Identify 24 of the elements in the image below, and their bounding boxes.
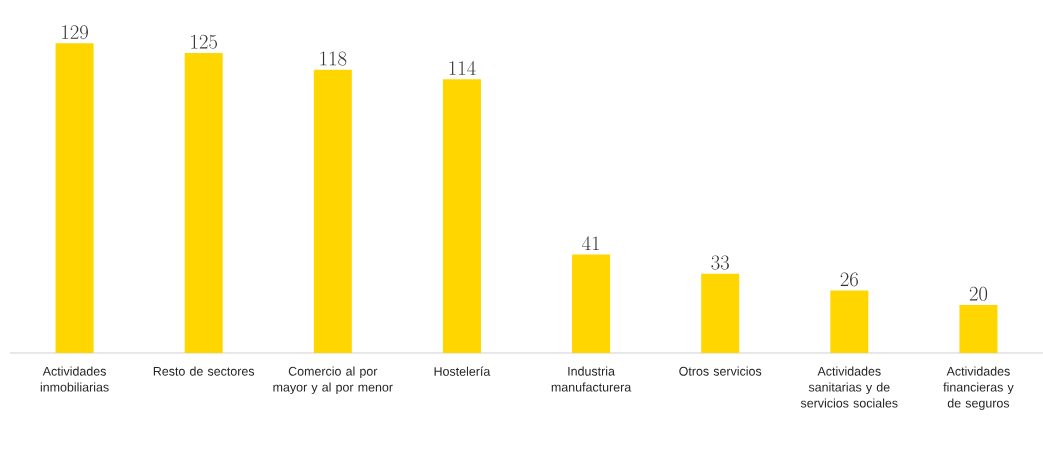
data-label: 114 <box>449 61 476 75</box>
x-tick-label: Actividades sanitarias y de servicios sociales <box>800 366 898 408</box>
bar <box>313 69 352 353</box>
bar <box>701 273 740 353</box>
bar <box>442 79 481 353</box>
x-tick-label: Industria manufacturera <box>551 366 632 392</box>
data-label: 125 <box>191 34 218 49</box>
data-label: 33 <box>711 255 729 270</box>
bar <box>830 290 869 353</box>
x-tick-label: Resto de sectores <box>153 366 255 376</box>
x-tick-label: Comercio al por mayor y al por menor <box>273 366 393 395</box>
x-tick-label: Otros servicios <box>679 366 762 376</box>
data-label: 20 <box>969 286 988 301</box>
x-tick-label: Hostelería <box>434 366 491 376</box>
bar <box>184 52 223 353</box>
bar <box>959 304 998 353</box>
data-label: 118 <box>320 51 347 66</box>
data-label: 41 <box>582 236 599 251</box>
bar <box>572 254 611 353</box>
data-label: 26 <box>840 272 858 287</box>
x-tick-label: Actividades financieras y de seguros <box>943 366 1014 410</box>
data-label: 129 <box>62 25 88 40</box>
x-tick-label: Actividades inmobiliarias <box>40 366 109 392</box>
bar <box>55 43 94 353</box>
